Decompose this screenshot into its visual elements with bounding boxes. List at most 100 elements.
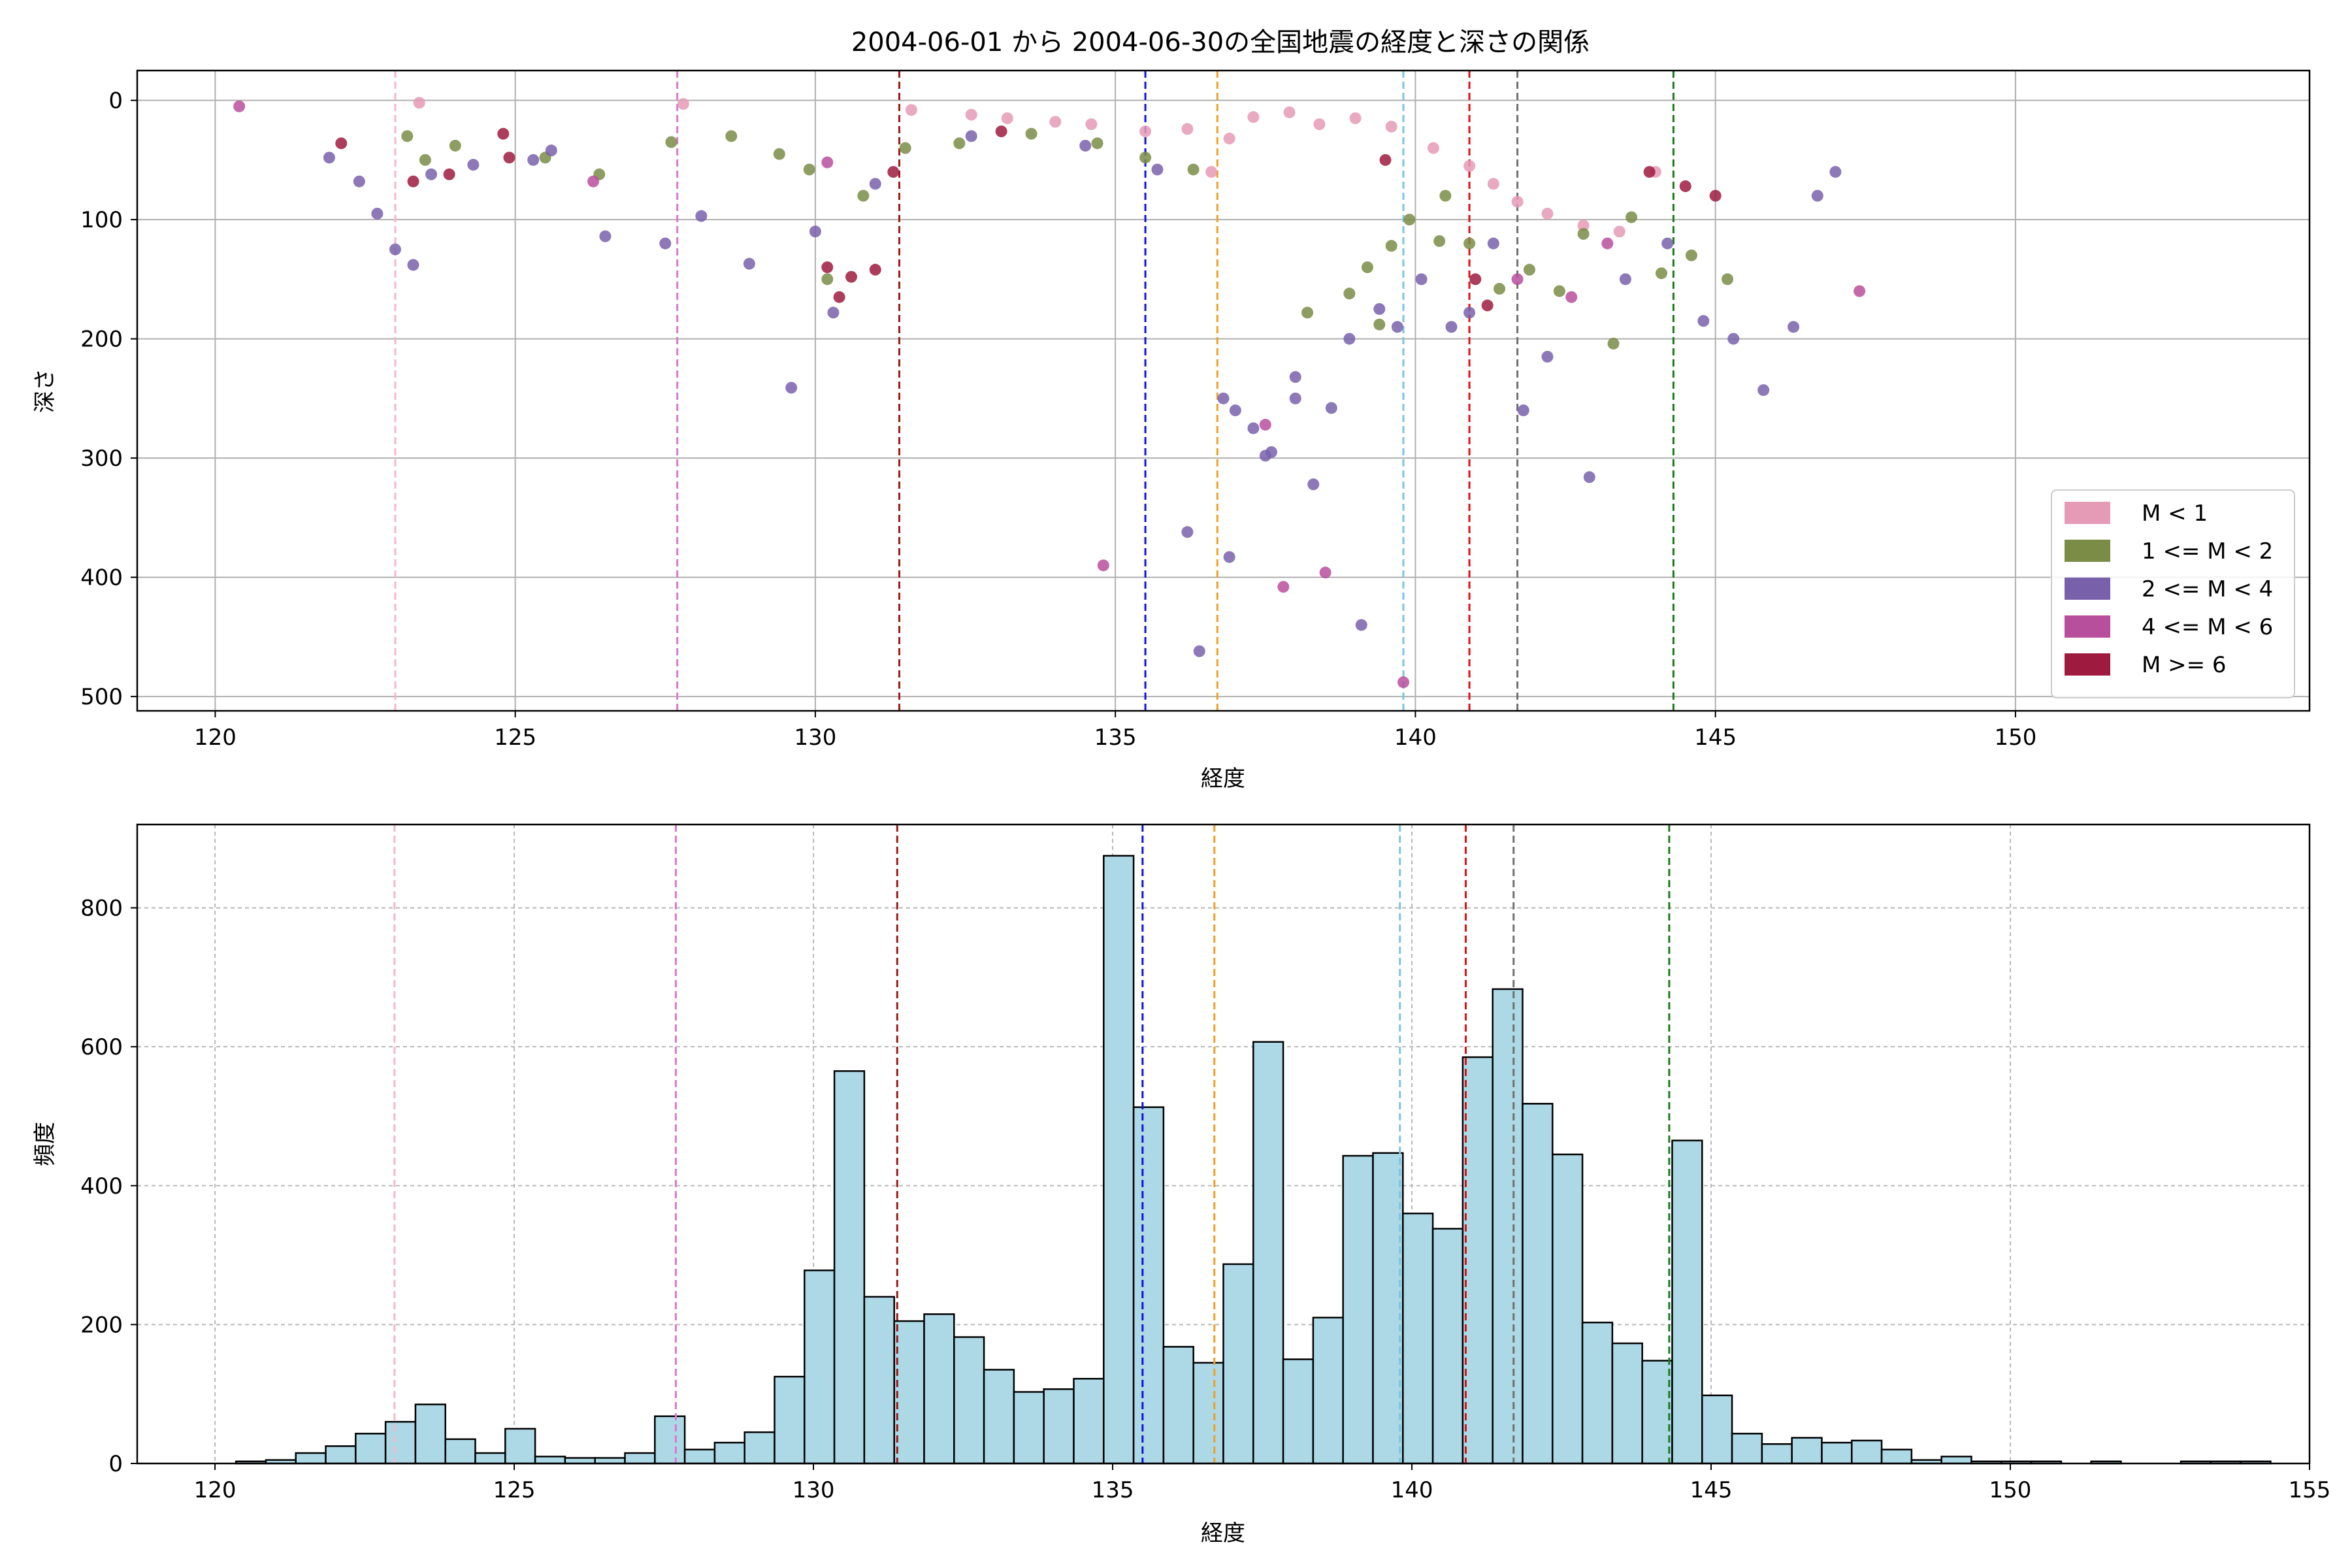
histogram-bar [1402, 1213, 1434, 1465]
scatter-point [1583, 471, 1595, 483]
legend-label: M < 1 [2142, 500, 2208, 527]
scatter-point [1553, 285, 1565, 297]
scatter-x-label: 経度 [1201, 766, 1245, 792]
x-tick-label: 130 [792, 1477, 835, 1503]
legend-item: 4 <= M < 6 [2065, 614, 2273, 640]
scatter-point [1661, 237, 1674, 250]
scatter-point [1656, 267, 1668, 280]
histogram-bar [1312, 1316, 1344, 1465]
scatter-point [965, 108, 977, 121]
scatter-point [407, 259, 419, 271]
x-tick-label: 145 [1694, 725, 1737, 751]
scatter-point [1469, 273, 1482, 286]
scatter-point [845, 270, 858, 283]
scatter-point [1811, 189, 1823, 202]
scatter-point [1481, 299, 1494, 312]
legend-swatch [2065, 502, 2110, 524]
histogram-bar [504, 1428, 536, 1465]
y-tick-label: 100 [80, 207, 123, 233]
scatter-point [323, 152, 335, 164]
scatter-point [1463, 306, 1476, 319]
scatter-point [1391, 321, 1403, 333]
y-tick-label: 400 [80, 1173, 123, 1200]
histogram-bar [325, 1445, 357, 1465]
histogram-bar [1671, 1139, 1703, 1465]
scatter-point [1289, 392, 1301, 404]
scatter-y-ticks: 0 100 200 300 400 500 [80, 88, 137, 710]
scatter-point [1379, 154, 1392, 166]
histogram-x-ticks: 120 125 130 135 140 145 150 155 [194, 1463, 2331, 1503]
y-tick-label: 400 [80, 565, 123, 591]
histogram-bar [1611, 1342, 1643, 1465]
scatter-point [1343, 333, 1356, 345]
scatter-point [1577, 220, 1590, 232]
scatter-point [1085, 118, 1098, 131]
scatter-point [1415, 273, 1428, 286]
scatter-point [953, 137, 966, 150]
histogram-bar [683, 1448, 716, 1465]
legend: M < 1 1 <= M < 2 2 <= M < 4 4 <= M < 6 M… [2051, 489, 2295, 698]
x-tick-label: 125 [494, 725, 536, 751]
histogram-bar [1252, 1041, 1284, 1465]
histogram-bar [1103, 855, 1135, 1465]
histogram-bar [474, 1452, 506, 1465]
histogram-bar [414, 1403, 446, 1465]
scatter-point [773, 148, 785, 160]
histogram-bar [1013, 1391, 1045, 1465]
histogram-bar [594, 1457, 626, 1465]
y-tick-label: 300 [80, 446, 123, 472]
scatter-point [1685, 249, 1697, 261]
histogram-y-label: 頻度 [32, 1122, 58, 1166]
scatter-point [1139, 152, 1152, 164]
x-tick-label: 140 [1391, 1477, 1433, 1503]
scatter-point [1313, 118, 1326, 131]
scatter-point [857, 189, 870, 202]
scatter-point [401, 130, 414, 142]
scatter-point [887, 166, 900, 178]
histogram-bar [1043, 1388, 1075, 1465]
scatter-point [821, 273, 834, 286]
histogram-bar [804, 1269, 836, 1465]
x-tick-label: 125 [493, 1477, 536, 1503]
scatter-point [1727, 333, 1740, 345]
histogram-bar [1641, 1360, 1673, 1465]
y-tick-label: 200 [80, 1312, 123, 1338]
scatter-point [1205, 166, 1218, 178]
scatter-point [1181, 123, 1194, 135]
x-tick-label: 155 [2289, 1477, 2331, 1503]
scatter-point [1613, 225, 1625, 238]
x-tick-label: 140 [1394, 725, 1437, 751]
histogram-bar [1132, 1106, 1165, 1465]
histogram-bar [953, 1336, 985, 1465]
legend-swatch [2065, 615, 2110, 638]
scatter-reference-lines [394, 71, 1674, 711]
scatter-point [1259, 419, 1271, 431]
histogram-reference-lines [393, 825, 1671, 1463]
histogram-bar [1940, 1456, 1972, 1465]
scatter-x-ticks: 120 125 130 135 140 145 150 [194, 711, 2036, 751]
scatter-points [233, 97, 1866, 689]
scatter-point [1361, 261, 1373, 274]
x-tick-label: 130 [794, 725, 836, 751]
scatter-point [1577, 228, 1590, 240]
histogram-bar [1492, 988, 1524, 1465]
scatter-point [1697, 315, 1710, 327]
scatter-point [869, 263, 881, 276]
histogram-bar [1073, 1378, 1105, 1465]
scatter-grid [137, 71, 2310, 711]
histogram-bar [1581, 1321, 1614, 1465]
scatter-point [1283, 106, 1296, 118]
legend-item: M >= 6 [2065, 652, 2227, 678]
scatter-point [1187, 163, 1200, 176]
histogram-bar [295, 1452, 327, 1465]
scatter-point [1151, 163, 1164, 176]
scatter-point [425, 168, 438, 180]
scatter-point [353, 175, 365, 188]
legend-label: 2 <= M < 4 [2142, 576, 2273, 602]
scatter-point [1373, 302, 1386, 315]
scatter-point [1349, 112, 1362, 124]
histogram-bar [863, 1296, 895, 1465]
scatter-point [1343, 287, 1356, 300]
histogram-bar [1701, 1394, 1733, 1465]
scatter-point [1307, 478, 1320, 491]
